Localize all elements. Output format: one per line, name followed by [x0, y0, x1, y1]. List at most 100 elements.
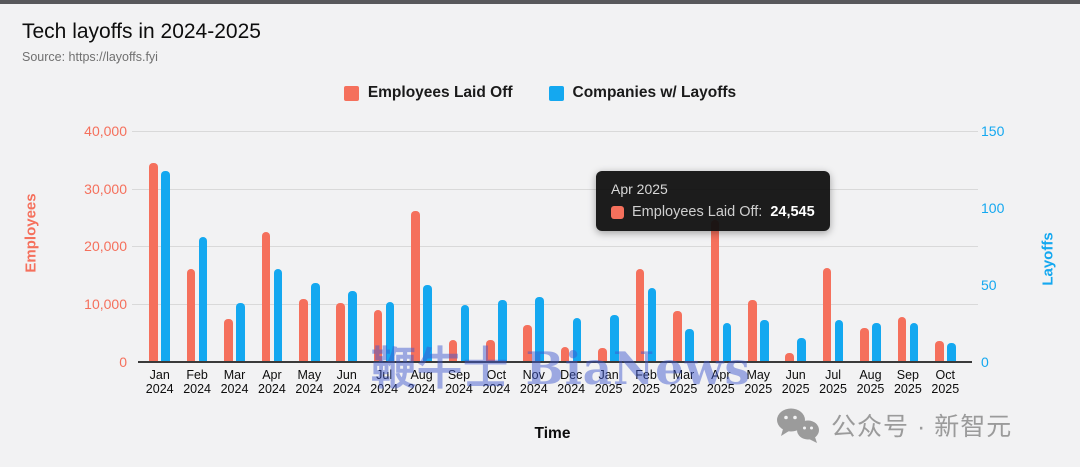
bar-companies[interactable]: [161, 170, 170, 362]
bar-companies[interactable]: [311, 283, 320, 362]
bar-employees[interactable]: [598, 347, 607, 362]
x-tick-year: 2025: [819, 382, 847, 397]
right-axis-tick: 0: [981, 353, 989, 370]
x-tick-label: Jun 2025: [774, 368, 818, 397]
gridline: [132, 246, 978, 248]
bar-employees[interactable]: [373, 309, 383, 362]
x-tick-year: 2024: [332, 382, 361, 397]
bar-companies[interactable]: [834, 320, 844, 362]
x-tick-year: 2024: [407, 382, 436, 397]
bar-companies[interactable]: [610, 315, 619, 362]
x-tick-label: Jun 2024: [325, 368, 369, 397]
x-tick-year: 2025: [594, 382, 623, 397]
x-tick-label: Mar 2024: [213, 368, 257, 397]
x-tick-month: Sep: [896, 368, 919, 382]
bar-companies[interactable]: [797, 338, 806, 362]
bar-companies[interactable]: [759, 320, 769, 362]
bar-employees[interactable]: [224, 318, 233, 362]
x-tick-label: Feb 2024: [175, 368, 219, 397]
left-axis-tick: 0: [119, 353, 127, 370]
wechat-footer: 公众号 · 新智元: [775, 406, 1012, 444]
x-tick-label: May 2024: [287, 368, 331, 397]
x-tick-label: Oct 2025: [923, 368, 967, 397]
right-axis-tick: 100: [981, 199, 1005, 216]
x-tick-label: Sep 2024: [437, 368, 481, 397]
bar-employees[interactable]: [560, 346, 570, 362]
legend-item-employees[interactable]: Employees Laid Off: [343, 84, 513, 102]
bar-employees[interactable]: [486, 340, 495, 362]
bar-companies[interactable]: [385, 301, 395, 362]
x-tick-label: Dec 2024: [549, 368, 593, 397]
x-tick-year: 2025: [706, 382, 735, 397]
x-tick-month: Jun: [785, 368, 806, 382]
bar-employees[interactable]: [897, 316, 907, 362]
bar-employees[interactable]: [822, 267, 832, 362]
bar-employees[interactable]: [149, 163, 158, 362]
source-text: Source: https://layoffs.fyi: [22, 50, 158, 64]
x-tick-month: Jan: [149, 368, 170, 382]
bar-companies[interactable]: [348, 290, 358, 362]
x-tick-year: 2025: [893, 382, 922, 397]
legend-label-companies: Companies w/ Layoffs: [572, 84, 737, 101]
x-tick-year: 2024: [557, 382, 586, 397]
bar-employees[interactable]: [299, 298, 308, 362]
bar-employees[interactable]: [261, 232, 271, 362]
gridline: [132, 188, 978, 190]
x-tick-year: 2024: [220, 382, 249, 397]
bar-employees[interactable]: [186, 269, 196, 362]
x-tick-label: Jul 2024: [362, 368, 406, 397]
x-tick-label: Sep 2025: [886, 368, 930, 397]
right-axis-tick: 50: [981, 276, 997, 293]
tooltip-series-label: Employees Laid Off:: [632, 204, 763, 220]
wechat-account-label: 公众号 · 新智元: [831, 413, 1013, 441]
tooltip-swatch: [611, 205, 624, 219]
bar-companies[interactable]: [909, 323, 919, 362]
bar-employees[interactable]: [710, 220, 720, 362]
x-tick-month: Mar: [672, 368, 695, 382]
bar-companies[interactable]: [198, 237, 208, 362]
top-border: [0, 0, 1080, 4]
legend-label-employees: Employees Laid Off: [367, 84, 513, 101]
gridline: [132, 303, 978, 305]
x-tick-month: May: [746, 368, 771, 382]
bar-companies[interactable]: [685, 329, 694, 362]
legend-item-companies[interactable]: Companies w/ Layoffs: [548, 84, 737, 102]
bar-companies[interactable]: [572, 318, 582, 362]
bar-employees[interactable]: [785, 352, 794, 362]
x-tick-label: Feb 2025: [624, 368, 668, 397]
bar-companies[interactable]: [647, 287, 657, 362]
bar-employees[interactable]: [448, 339, 458, 362]
bar-companies[interactable]: [423, 284, 432, 362]
bar-employees[interactable]: [747, 300, 757, 362]
bar-employees[interactable]: [336, 302, 346, 362]
bar-employees[interactable]: [860, 328, 869, 362]
x-tick-year: 2025: [856, 382, 885, 397]
bar-employees[interactable]: [673, 310, 682, 362]
x-tick-label: May 2025: [736, 368, 780, 397]
bar-companies[interactable]: [236, 303, 245, 362]
bar-companies[interactable]: [872, 323, 881, 362]
tooltip: Apr 2025 Employees Laid Off: 24,545: [596, 171, 830, 231]
bar-employees[interactable]: [411, 211, 420, 362]
bar-employees[interactable]: [934, 341, 944, 362]
x-tick-year: 2024: [482, 382, 511, 397]
x-tick-month: Jan: [598, 368, 619, 382]
bar-companies[interactable]: [535, 296, 545, 362]
x-tick-month: Nov: [522, 368, 545, 382]
x-tick-month: Dec: [560, 368, 583, 382]
x-tick-year: 2024: [145, 382, 174, 397]
tooltip-row: Employees Laid Off: 24,545: [611, 204, 815, 220]
x-tick-year: 2025: [781, 382, 810, 397]
bar-companies[interactable]: [273, 269, 283, 362]
tooltip-value: 24,545: [770, 204, 815, 220]
x-tick-month: Aug: [859, 368, 882, 382]
page-title: Tech layoffs in 2024-2025: [22, 20, 261, 43]
bar-companies[interactable]: [498, 300, 507, 362]
bar-companies[interactable]: [722, 323, 732, 362]
bar-employees[interactable]: [523, 324, 533, 362]
bar-companies[interactable]: [460, 304, 470, 362]
x-tick-month: May: [297, 368, 322, 382]
x-tick-label: Jan 2025: [587, 368, 631, 397]
bar-companies[interactable]: [946, 343, 956, 362]
bar-employees[interactable]: [635, 268, 645, 362]
